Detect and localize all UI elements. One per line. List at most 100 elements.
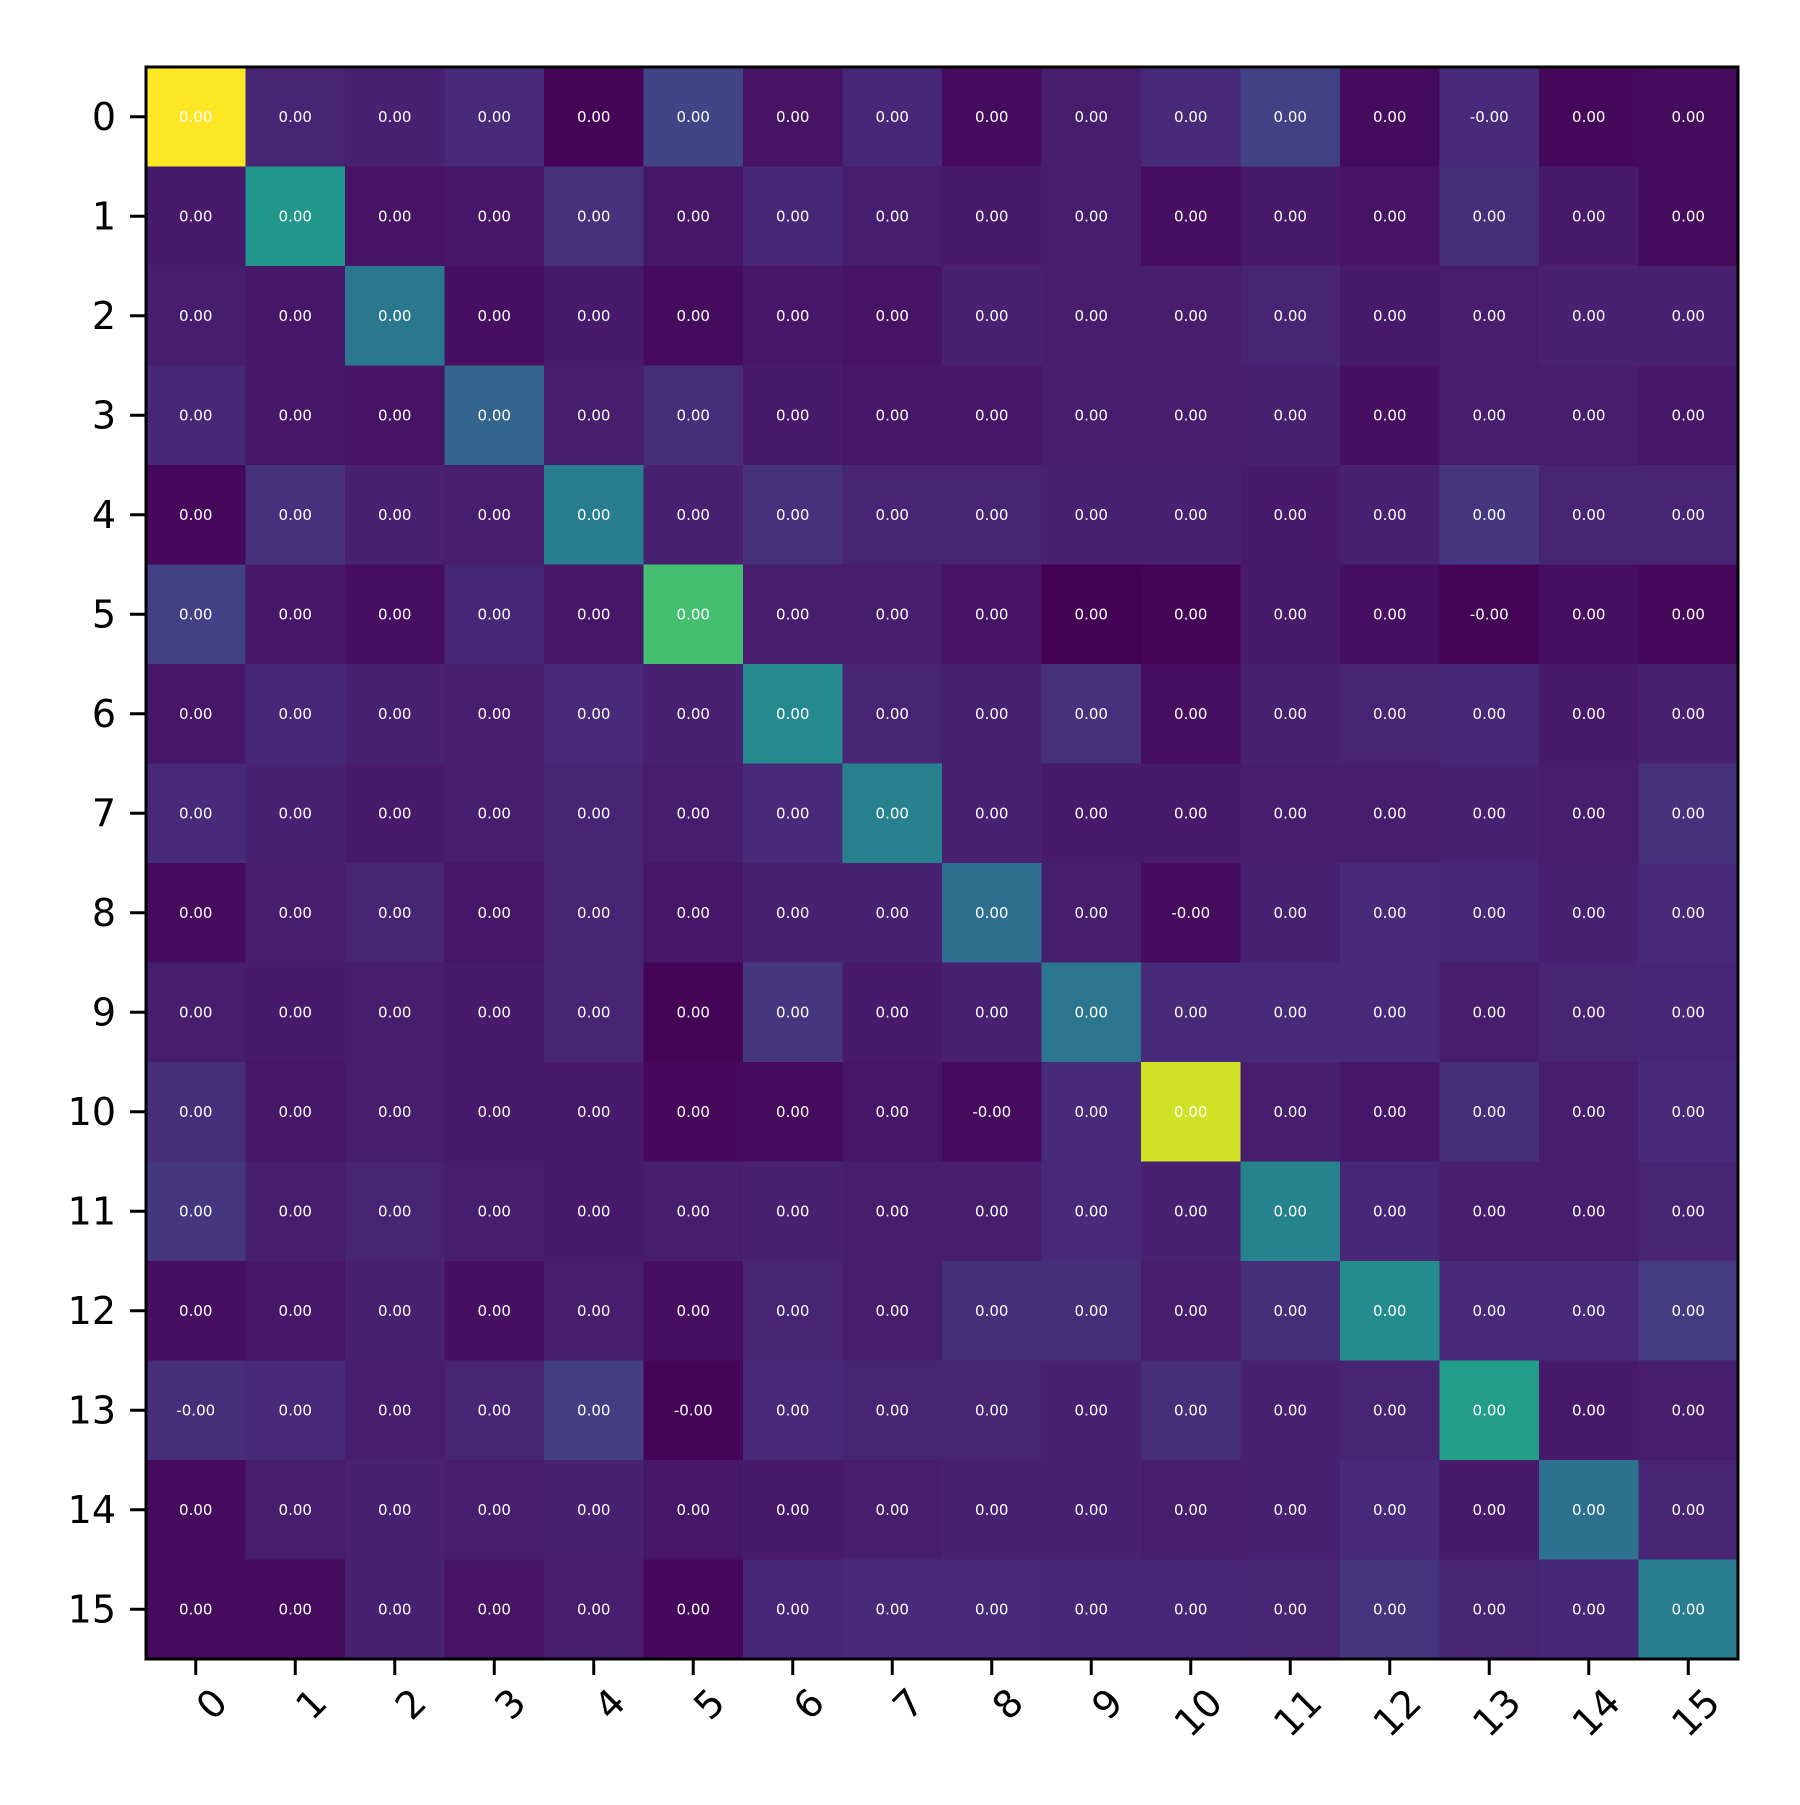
heatmap-cell-11-3 [444,1161,545,1262]
heatmap-cells [146,67,1739,1660]
cell-value-label-14-7: 0.00 [876,1501,909,1519]
heatmap-cell-0-4 [544,67,645,168]
heatmap-cell-0-3 [444,67,545,168]
heatmap-cell-2-8 [942,266,1043,367]
cell-value-label-7-4: 0.00 [577,804,610,822]
y-tick-label-13: 13 [68,1388,116,1432]
cell-value-label-13-2: 0.00 [378,1401,411,1419]
heatmap-cell-2-14 [1539,266,1640,367]
cell-value-label-8-0: 0.00 [179,904,212,922]
cell-value-label-14-14: 0.00 [1572,1501,1605,1519]
cell-value-label-10-5: 0.00 [677,1103,710,1121]
cell-value-label-2-6: 0.00 [776,307,809,325]
cell-value-label-5-14: 0.00 [1572,605,1605,623]
cell-value-label-0-13: -0.00 [1470,108,1509,126]
cell-value-label-5-11: 0.00 [1274,605,1307,623]
heatmap-cell-0-1 [245,67,346,168]
heatmap-cell-7-3 [444,763,545,864]
heatmap-cell-1-14 [1539,166,1640,267]
heatmap-cell-3-13 [1439,365,1540,466]
cell-value-label-11-8: 0.00 [975,1202,1008,1220]
heatmap-cell-7-11 [1240,763,1341,864]
cell-value-label-5-2: 0.00 [378,605,411,623]
x-tick-label-4: 4 [586,1680,634,1728]
cell-value-label-4-5: 0.00 [677,506,710,524]
cell-value-label-15-5: 0.00 [677,1600,710,1618]
heatmap-cell-2-5 [643,266,744,367]
heatmap-cell-7-9 [1041,763,1142,864]
heatmap-cell-15-8 [942,1559,1043,1660]
x-tick-label-3: 3 [486,1680,534,1728]
heatmap-cell-12-0 [146,1261,247,1362]
heatmap-cell-7-1 [245,763,346,864]
heatmap-cell-13-12 [1340,1360,1441,1461]
cell-value-label-5-5: 0.00 [677,605,710,623]
cell-value-label-6-6: 0.00 [776,705,809,723]
cell-value-label-3-12: 0.00 [1373,406,1406,424]
cell-value-label-1-13: 0.00 [1473,207,1506,225]
heatmap-cell-2-4 [544,266,645,367]
cell-value-label-3-9: 0.00 [1075,406,1108,424]
cell-value-label-5-1: 0.00 [279,605,312,623]
cell-value-label-7-12: 0.00 [1373,804,1406,822]
cell-value-label-13-10: 0.00 [1174,1401,1207,1419]
heatmap-cell-8-12 [1340,863,1441,964]
heatmap-cell-12-11 [1240,1261,1341,1362]
y-tick-label-6: 6 [92,692,116,736]
heatmap-cell-10-2 [345,1062,446,1163]
cell-value-label-3-11: 0.00 [1274,406,1307,424]
heatmap-cell-0-12 [1340,67,1441,168]
heatmap-cell-7-0 [146,763,247,864]
heatmap-cell-3-0 [146,365,247,466]
heatmap-cell-8-2 [345,863,446,964]
cell-value-label-2-14: 0.00 [1572,307,1605,325]
heatmap-cell-1-10 [1141,166,1242,267]
heatmap-cell-12-2 [345,1261,446,1362]
heatmap-cell-4-9 [1041,465,1142,566]
heatmap-cell-7-13 [1439,763,1540,864]
heatmap-cell-6-14 [1539,664,1640,765]
heatmap-cell-15-11 [1240,1559,1341,1660]
cell-value-label-12-2: 0.00 [378,1302,411,1320]
heatmap-cell-11-5 [643,1161,744,1262]
heatmap-cell-2-12 [1340,266,1441,367]
cell-value-label-9-14: 0.00 [1572,1003,1605,1021]
heatmap-cell-0-7 [842,67,943,168]
x-tick-label-0: 0 [188,1680,236,1728]
cell-value-label-8-4: 0.00 [577,904,610,922]
heatmap-cell-10-11 [1240,1062,1341,1163]
cell-value-label-5-13: -0.00 [1470,605,1509,623]
heatmap-cell-1-8 [942,166,1043,267]
x-tick-label-6: 6 [785,1680,833,1728]
heatmap-cell-5-13 [1439,564,1540,665]
cell-value-label-9-15: 0.00 [1672,1003,1705,1021]
heatmap-cell-9-3 [444,962,545,1063]
cell-value-label-12-5: 0.00 [677,1302,710,1320]
cell-value-label-0-8: 0.00 [975,108,1008,126]
cell-value-label-9-10: 0.00 [1174,1003,1207,1021]
cell-value-label-14-6: 0.00 [776,1501,809,1519]
cell-value-label-5-9: 0.00 [1075,605,1108,623]
cell-value-label-13-6: 0.00 [776,1401,809,1419]
cell-value-label-9-9: 0.00 [1075,1003,1108,1021]
cell-value-label-9-6: 0.00 [776,1003,809,1021]
heatmap-cell-9-10 [1141,962,1242,1063]
cell-value-label-13-5: -0.00 [674,1401,713,1419]
cell-value-label-1-9: 0.00 [1075,207,1108,225]
cell-value-label-7-14: 0.00 [1572,804,1605,822]
cell-value-label-14-4: 0.00 [577,1501,610,1519]
x-axis: 0 1 2 3 4 5 6 7 8 9 10 11 12 13 14 15 [188,1659,1728,1745]
cell-value-label-13-0: -0.00 [176,1401,215,1419]
heatmap-cell-1-2 [345,166,446,267]
heatmap-cell-9-4 [544,962,645,1063]
heatmap-cell-7-6 [743,763,844,864]
cell-value-label-12-6: 0.00 [776,1302,809,1320]
cell-value-label-8-14: 0.00 [1572,904,1605,922]
cell-value-label-5-4: 0.00 [577,605,610,623]
cell-value-label-13-14: 0.00 [1572,1401,1605,1419]
heatmap-cell-14-0 [146,1460,247,1561]
cell-value-label-12-14: 0.00 [1572,1302,1605,1320]
heatmap-cell-5-12 [1340,564,1441,665]
heatmap-cell-10-9 [1041,1062,1142,1163]
cell-value-label-7-9: 0.00 [1075,804,1108,822]
